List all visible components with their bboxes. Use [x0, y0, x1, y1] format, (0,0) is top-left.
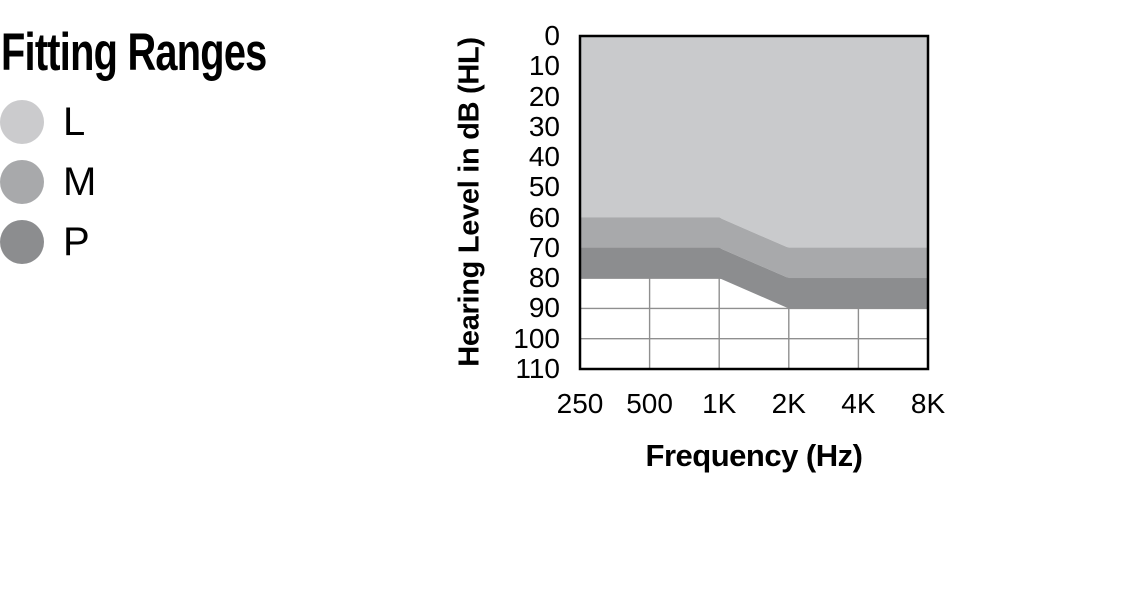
- fitting-range-band-L: [580, 36, 928, 248]
- fitting-range-band-P: [580, 247, 928, 309]
- y-tick-100: 100: [513, 322, 560, 354]
- legend-swatch-M-icon: [0, 160, 44, 204]
- legend-label-M: M: [63, 160, 97, 204]
- legend-label-L: L: [63, 100, 86, 144]
- y-tick-110: 110: [515, 353, 560, 384]
- plot-area: [578, 34, 930, 371]
- legend-item-M: M: [0, 160, 96, 204]
- fitting-range-band-M: [580, 217, 928, 279]
- y-tick-40: 40: [528, 141, 560, 173]
- y-tick-70: 70: [528, 231, 560, 263]
- y-tick-60: 60: [528, 201, 560, 233]
- x-tick-1K: 1K: [702, 388, 737, 419]
- figure-title: Fitting Ranges: [1, 23, 267, 82]
- fitting-range-chart: [578, 34, 930, 371]
- y-tick-30: 30: [528, 110, 560, 142]
- x-tick-2K: 2K: [771, 388, 806, 419]
- y-tick-80: 80: [528, 262, 560, 294]
- y-axis-title: Hearing Level in dB (HL): [453, 37, 486, 367]
- legend-label-P: P: [63, 220, 90, 264]
- legend-swatch-L-icon: [0, 100, 44, 144]
- y-tick-0: 0: [544, 20, 560, 51]
- y-tick-90: 90: [528, 292, 560, 324]
- x-tick-500: 500: [626, 388, 673, 419]
- x-tick-250: 250: [556, 388, 604, 419]
- plot-border: [578, 34, 930, 371]
- legend-swatch-P-icon: [0, 220, 44, 264]
- x-axis-title: Frequency (Hz): [645, 438, 863, 473]
- legend-item-L: L: [0, 100, 96, 144]
- x-tick-8K: 8K: [910, 388, 946, 419]
- y-tick-20: 20: [528, 80, 560, 112]
- legend-item-P: P: [0, 220, 96, 264]
- x-tick-4K: 4K: [841, 388, 876, 419]
- y-tick-10: 10: [528, 50, 560, 82]
- y-tick-50: 50: [528, 171, 560, 203]
